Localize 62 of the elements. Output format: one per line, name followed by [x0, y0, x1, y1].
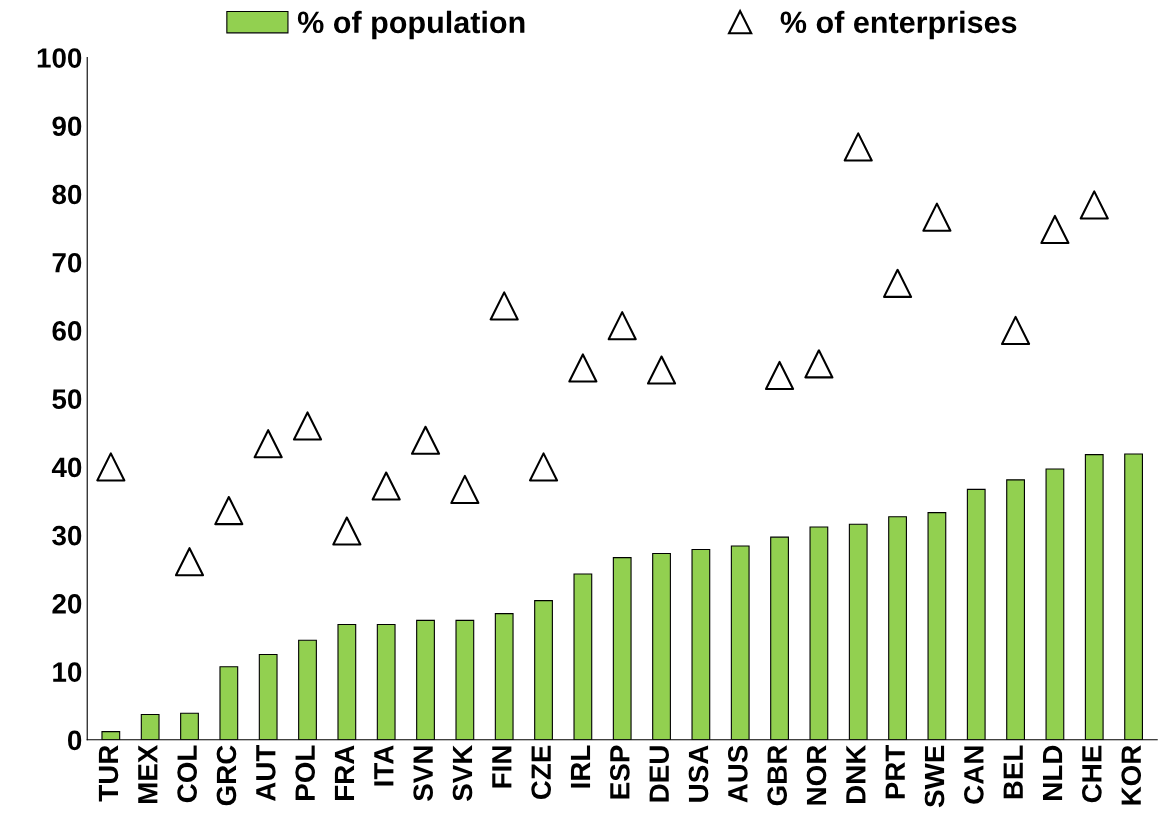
point [450, 474, 480, 504]
x-tick-label: CAN [964, 746, 984, 804]
x-tick-label: COL [177, 745, 197, 803]
x-tick-label: NOR [806, 745, 827, 805]
x-tick-label: NLD [1042, 745, 1063, 800]
y-tick-label: 40 [51, 457, 82, 478]
x-tick-label: MEX [138, 744, 158, 803]
x-tick-label: FRA [334, 745, 355, 800]
x-tick-label: AUT [256, 744, 276, 802]
point [568, 353, 598, 383]
legend-label: % of population [297, 10, 525, 40]
point [528, 452, 559, 482]
y-tick-label: 90 [52, 116, 82, 137]
x-tick-label: GBR [767, 745, 788, 806]
point [1079, 190, 1109, 220]
y-tick-label: 10 [53, 662, 82, 682]
x-tick-label: FIN [492, 746, 512, 788]
point [96, 452, 126, 482]
x-tick-label: USA [688, 745, 709, 802]
point [1000, 315, 1031, 346]
point [804, 349, 834, 379]
x-tick-label: BEL [1003, 745, 1023, 799]
x-tick-label: TUR [98, 745, 119, 802]
x-tick-label: SWE [924, 745, 945, 808]
y-tick-label: 60 [52, 321, 82, 341]
x-tick-label: DNK [846, 744, 866, 803]
x-tick-label: KOR [1121, 745, 1142, 805]
point [253, 429, 283, 459]
point [174, 547, 205, 577]
y-tick-label: 30 [52, 525, 82, 546]
x-tick-label: POL [295, 745, 315, 800]
point [607, 311, 637, 341]
y-tick-label: 0 [68, 730, 82, 751]
point [646, 355, 677, 385]
point [214, 495, 244, 526]
y-tick-label: 80 [52, 184, 82, 205]
x-tick-label: ITA [374, 745, 394, 786]
x-tick-label: DEU [649, 746, 669, 802]
x-tick-label: SVK [452, 744, 473, 801]
x-tick-label: ESP [609, 745, 630, 799]
point [882, 268, 913, 298]
point [764, 360, 795, 391]
point [332, 516, 362, 546]
point [843, 132, 873, 162]
x-tick-label: SVN [413, 746, 433, 801]
y-tick-label: 20 [52, 594, 82, 614]
point [489, 291, 519, 321]
y-tick-label: 50 [52, 389, 82, 410]
x-tick-label: CZE [531, 745, 551, 800]
point [410, 425, 441, 455]
x-tick-label: AUS [728, 745, 748, 803]
y-tick-label: 100 [37, 48, 82, 68]
x-tick-label: IRL [570, 745, 591, 788]
x-tick-label: GRC [216, 745, 237, 806]
point [1040, 214, 1070, 245]
point [922, 202, 952, 232]
x-tick-label: CHE [1082, 745, 1102, 803]
legend-label: % of enterprises [780, 10, 1017, 40]
y-tick-label: 70 [52, 252, 82, 273]
point [292, 411, 323, 441]
x-tick-label: PRT [885, 744, 905, 799]
point [371, 471, 401, 501]
